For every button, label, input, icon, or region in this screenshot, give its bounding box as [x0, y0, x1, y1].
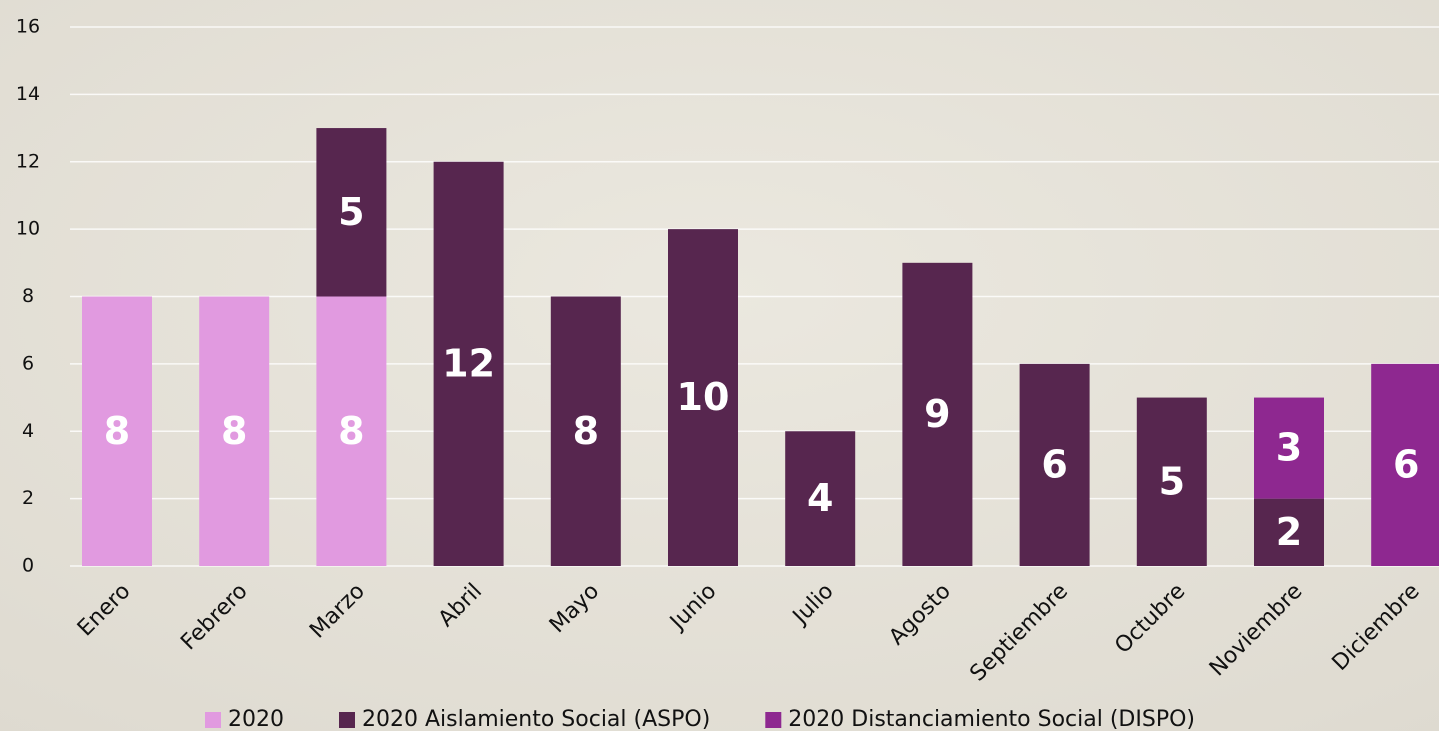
bar-segment [1371, 363, 1439, 566]
data-label: 5 [1159, 459, 1185, 503]
bar-segment [82, 296, 152, 566]
legend-label: 2020 Distanciamiento Social (DISPO) [788, 707, 1195, 731]
y-tick-label: 16 [16, 16, 40, 38]
y-tick-label: 6 [22, 352, 34, 374]
data-label: 10 [677, 375, 730, 419]
bar-segment [902, 262, 973, 566]
legend-swatch [205, 712, 221, 728]
bar-segment [1136, 397, 1207, 566]
bar-segment [316, 296, 387, 566]
data-label: 8 [573, 409, 599, 453]
legend-label: 2020 Aislamiento Social (ASPO) [362, 707, 710, 731]
data-label: 2 [1276, 510, 1302, 554]
y-tick-label: 12 [16, 150, 40, 172]
bar-segment [1254, 498, 1324, 566]
data-label: 6 [1393, 442, 1419, 486]
y-tick-label: 10 [16, 218, 40, 240]
bar-segment [668, 229, 738, 566]
legend-swatch [339, 712, 355, 728]
bar-segment [433, 161, 504, 566]
y-tick-label: 0 [22, 555, 34, 577]
data-label: 8 [338, 409, 364, 453]
data-label: 6 [1041, 442, 1067, 486]
bar-segment [1019, 363, 1090, 566]
y-tick-label: 14 [16, 83, 40, 105]
bar-segment [785, 431, 856, 566]
bar-segment [1254, 397, 1324, 499]
data-label: 8 [104, 409, 130, 453]
bar-segment [199, 296, 270, 566]
data-label: 8 [221, 409, 247, 453]
legend-label: 2020 [228, 707, 284, 731]
bar-segment [316, 128, 387, 297]
legend-swatch [765, 712, 782, 728]
data-label: 3 [1276, 426, 1302, 470]
y-tick-label: 8 [22, 285, 34, 307]
data-label: 12 [442, 341, 495, 385]
data-label: 5 [338, 190, 364, 234]
data-label: 4 [807, 476, 833, 520]
bar-segment [550, 296, 621, 566]
y-tick-label: 4 [22, 420, 34, 442]
y-tick-label: 2 [22, 487, 34, 509]
data-label: 9 [924, 392, 950, 436]
